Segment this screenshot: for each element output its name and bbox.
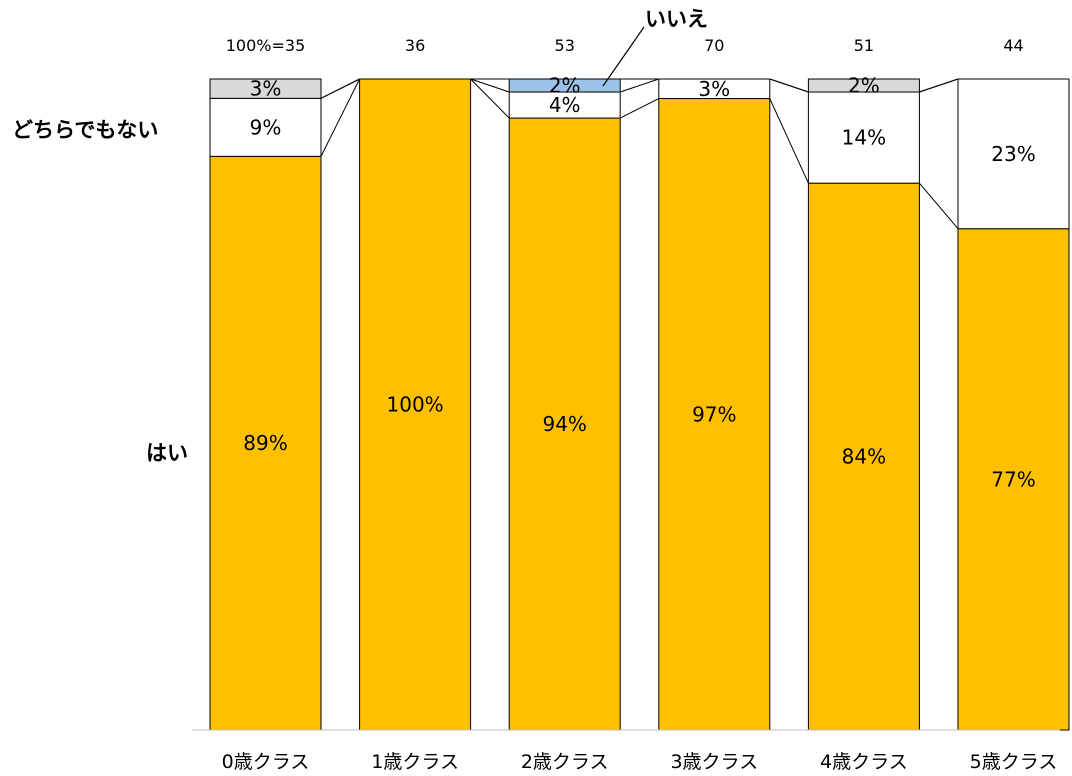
total-count-label: 53 (555, 36, 575, 55)
segment-value-label: 94% (542, 412, 586, 436)
legend-label-yes: はい (146, 441, 188, 465)
segment-value-label: 97% (692, 402, 736, 426)
connector-line (769, 98, 809, 184)
segment-value-label: 3% (250, 77, 282, 101)
legend-leader-no (602, 26, 645, 87)
bar-segment (508, 78, 621, 93)
bar-segment (957, 78, 1070, 230)
segment-value-label: 89% (243, 431, 287, 455)
legend-label-neutral: どちらでもない (12, 118, 158, 142)
segment-value-label: 3% (698, 77, 730, 101)
series-connector-lines (320, 78, 959, 230)
total-count-label: 51 (854, 36, 874, 55)
segment-value-label: 9% (250, 115, 282, 139)
connector-line (470, 78, 510, 93)
bar-segment (807, 182, 920, 731)
category-label: 5歳クラス (970, 751, 1058, 773)
category-label: 0歳クラス (222, 751, 310, 773)
segment-value-label: 84% (842, 445, 886, 469)
segment-value-label: 100% (387, 393, 444, 417)
connector-line (619, 98, 660, 119)
segment-value-label: 14% (842, 126, 886, 150)
connector-line (919, 78, 959, 93)
bar-segment (209, 97, 322, 157)
total-count-label: 70 (704, 36, 724, 55)
segment-value-label: 2% (848, 74, 880, 98)
bar-segment (807, 78, 920, 93)
bar-segment (957, 228, 1070, 731)
connector-line (620, 78, 659, 93)
category-label: 4歳クラス (820, 751, 908, 773)
legend-label-no: いいえ (645, 7, 708, 31)
total-count-label: 100%=35 (226, 36, 306, 55)
connector-line (919, 182, 959, 230)
category-labels-group: 0歳クラス 1歳クラス 2歳クラス 3歳クラス 4歳クラス 5歳クラス (222, 751, 1058, 773)
total-labels-group: 100%=35 36 53 70 51 44 (226, 36, 1024, 55)
segment-value-label: 2% (549, 74, 581, 98)
bar-segment (359, 78, 472, 731)
segment-labels-group: 89%9%3%100%94%4%2%97%3%84%14%2%77%23% (243, 74, 1035, 492)
total-count-label: 36 (405, 36, 425, 55)
bar-segment (508, 117, 621, 731)
category-label: 1歳クラス (371, 751, 459, 773)
connector-line (769, 78, 809, 93)
connector-line (320, 78, 361, 157)
category-label: 2歳クラス (521, 751, 609, 773)
segment-value-label: 77% (991, 467, 1035, 491)
connector-line (470, 78, 510, 119)
connector-line (320, 78, 360, 99)
segment-value-label: 4% (549, 93, 581, 117)
bar-segment (508, 91, 621, 119)
total-count-label: 44 (1003, 36, 1023, 55)
bar-segment (658, 78, 771, 100)
category-label: 3歳クラス (670, 751, 758, 773)
segment-value-label: 23% (991, 142, 1035, 166)
bar-segment (209, 78, 322, 99)
bars-group (209, 78, 1070, 731)
bar-segment (807, 91, 920, 184)
bar-segment (209, 155, 322, 731)
